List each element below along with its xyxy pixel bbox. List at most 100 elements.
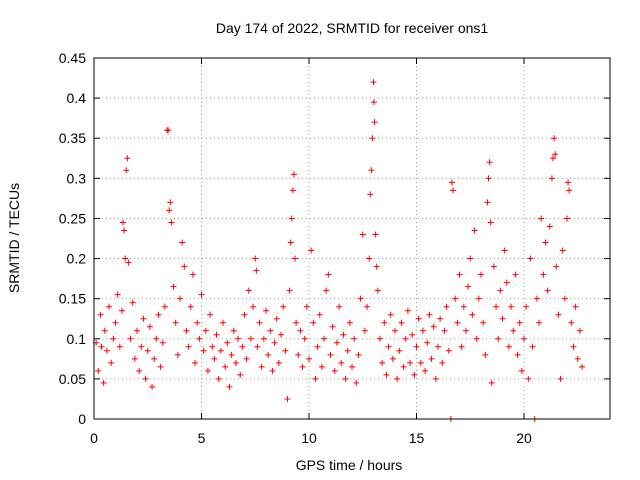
data-point: [484, 199, 491, 206]
data-point: [263, 307, 269, 314]
data-point: [286, 287, 293, 294]
data-point: [189, 271, 196, 278]
data-point: [138, 343, 145, 350]
data-point: [136, 367, 143, 374]
data-point: [372, 231, 379, 238]
y-tick-label: 0.4: [67, 90, 87, 106]
data-point: [485, 175, 492, 182]
x-axis-label: GPS time / hours: [296, 457, 403, 473]
data-point: [544, 287, 551, 294]
data-point: [254, 343, 261, 350]
y-tick-label: 0.3: [67, 170, 87, 186]
data-point: [230, 327, 237, 334]
data-point: [287, 239, 294, 246]
data-point: [424, 339, 431, 346]
data-point: [548, 175, 555, 182]
data-point: [237, 371, 244, 378]
data-point: [413, 343, 420, 350]
data-point: [228, 351, 235, 358]
data-point: [101, 327, 108, 334]
data-point: [144, 347, 151, 354]
data-point: [303, 303, 310, 310]
data-point: [501, 247, 508, 254]
data-point: [490, 263, 497, 270]
data-point: [450, 187, 457, 194]
data-point: [310, 319, 317, 326]
data-point: [112, 319, 119, 326]
data-point: [181, 263, 188, 270]
data-point: [471, 227, 478, 234]
data-point: [293, 319, 300, 326]
data-point: [546, 223, 553, 230]
plot-frame: [93, 57, 611, 420]
data-point: [202, 327, 209, 334]
y-tick-label: 0.05: [59, 371, 86, 387]
data-point: [333, 339, 340, 346]
data-point: [389, 355, 396, 362]
data-point: [120, 219, 127, 226]
y-tick-label: 0.45: [59, 50, 86, 66]
data-point: [374, 287, 381, 294]
data-point: [124, 155, 131, 162]
data-point: [437, 315, 444, 322]
data-point: [95, 367, 102, 374]
data-point: [557, 375, 564, 382]
data-points: [93, 79, 586, 422]
data-point: [564, 215, 570, 222]
data-point: [392, 327, 398, 334]
data-point: [125, 259, 132, 266]
data-point: [415, 315, 422, 322]
data-point: [247, 335, 254, 342]
data-point: [114, 291, 121, 298]
data-point: [198, 291, 205, 298]
data-point: [129, 299, 136, 306]
data-point: [122, 255, 129, 262]
data-point: [321, 335, 328, 342]
data-point: [346, 319, 353, 326]
data-point: [226, 383, 233, 390]
data-point: [529, 343, 536, 350]
data-point: [250, 303, 257, 310]
data-point: [194, 319, 201, 326]
data-point: [338, 359, 345, 366]
data-point: [222, 363, 229, 370]
data-point: [381, 319, 388, 326]
y-tick-label: 0.2: [67, 251, 87, 267]
data-point: [185, 343, 192, 350]
data-point: [329, 323, 336, 330]
data-point: [419, 327, 426, 334]
data-point: [245, 287, 252, 294]
data-point: [165, 127, 172, 134]
data-point: [400, 363, 407, 370]
data-point: [568, 319, 575, 326]
data-point: [155, 311, 162, 318]
data-point: [371, 119, 378, 126]
data-point: [153, 335, 160, 342]
data-point: [387, 311, 394, 318]
data-point: [151, 355, 158, 362]
data-point: [521, 335, 527, 342]
data-point: [295, 351, 302, 358]
data-point: [376, 335, 383, 342]
data-point: [422, 367, 429, 374]
data-point: [213, 331, 220, 338]
data-point: [100, 379, 107, 386]
data-point: [550, 155, 557, 162]
data-point: [473, 335, 480, 342]
data-point: [428, 355, 435, 362]
data-point: [344, 347, 351, 354]
data-point: [289, 187, 296, 194]
data-point: [207, 311, 214, 318]
data-point: [220, 319, 226, 326]
chart-title: Day 174 of 2022, SRMTID for receiver ons…: [216, 20, 489, 36]
data-point: [379, 359, 386, 366]
data-point: [134, 327, 140, 334]
data-point: [505, 343, 512, 350]
data-point: [398, 319, 405, 326]
x-tick-label: 15: [409, 430, 425, 446]
y-tick-label: 0.1: [67, 331, 87, 347]
axis-ticks: 0 0.05 0.1 0.15 0.2 0.25 0.3 0.35 0.4 0.45 0 5 10 15 2…: [59, 50, 610, 446]
data-point: [409, 331, 416, 338]
data-point: [493, 303, 500, 310]
